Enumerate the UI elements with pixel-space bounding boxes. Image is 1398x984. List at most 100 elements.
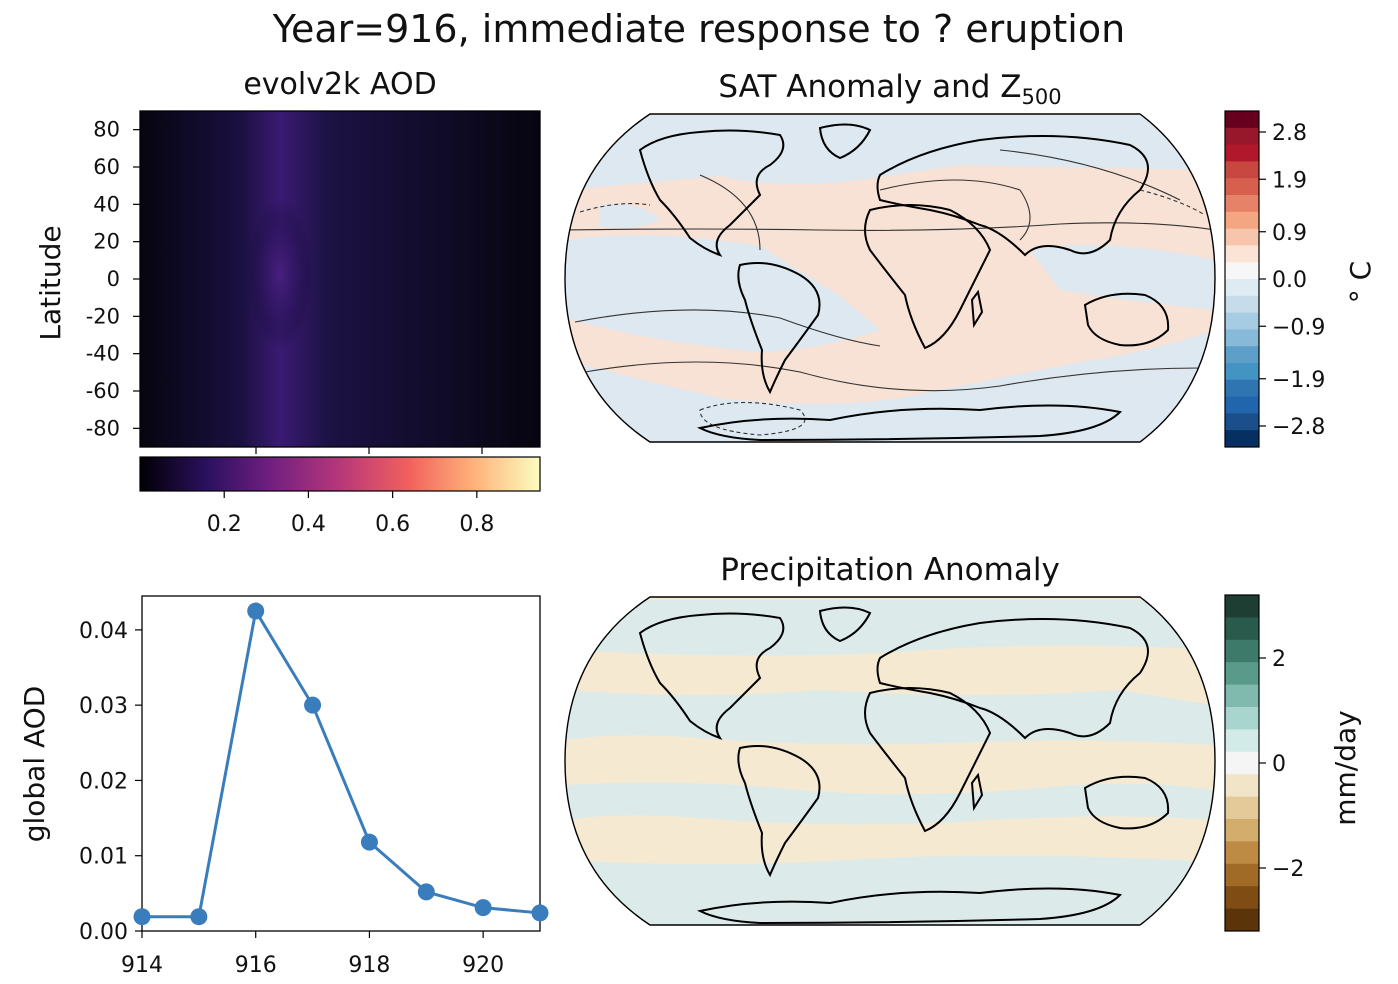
precip-cbar-swatch [1225, 662, 1259, 686]
coastline [1083, 292, 1170, 347]
sat-cbar-swatch [1225, 228, 1259, 246]
sat-cbar-swatch [1225, 178, 1259, 196]
sat-cbar-swatch [1225, 195, 1259, 213]
precip-cbar-swatch [1225, 751, 1259, 775]
aod-ytick-label: 20 [93, 230, 120, 254]
aod-series-frame [141, 595, 541, 932]
sat-cbar-swatch [1225, 430, 1259, 448]
series-ytick-label: 0.03 [79, 694, 128, 719]
sat-cbar-swatch [1225, 363, 1259, 381]
sat-cbar-swatch [1225, 211, 1259, 230]
coastline [1083, 775, 1170, 830]
precip-cbar-tick-label: 0 [1272, 752, 1286, 777]
aod-plume-core [248, 199, 312, 349]
aod-series-line [142, 606, 541, 919]
aod-ytick-label: 60 [93, 155, 120, 179]
sat-cbar-swatch [1225, 245, 1259, 263]
series-xtick-label: 916 [235, 953, 277, 978]
precip-cbar-tick-label: 2 [1272, 647, 1286, 672]
aod-cbar-tick-label: 0.4 [291, 512, 326, 537]
sat-cbar-swatch [1225, 295, 1259, 314]
sat-cbar-tick-label: 2.8 [1272, 121, 1307, 146]
aod-heatmap-yticks: 80 60 40 20 0 -20 -40 -60 -80 [86, 118, 140, 440]
sat-cbar-swatch [1225, 161, 1259, 179]
aod-cbar-tick-label: 0.2 [207, 512, 242, 537]
coastline [970, 289, 984, 329]
aod-heatmap-title: evolv2k AOD [243, 67, 436, 102]
sat-cbar-swatch [1225, 413, 1259, 431]
aod-heatmap-ylabel: Latitude [34, 225, 67, 340]
aod-series-point [190, 908, 208, 926]
sat-cbar-swatch [1225, 111, 1259, 129]
precip-cbar-swatch [1225, 863, 1259, 887]
precip-cbar-swatch [1225, 908, 1259, 932]
sat-cbar-tick-label: 0.0 [1272, 268, 1307, 293]
aod-series-point [304, 696, 322, 714]
aod-ytick-label: 0 [107, 267, 120, 291]
precip-cbar-swatch [1225, 595, 1259, 618]
sat-map-title: SAT Anomaly and Z500 [718, 69, 1061, 109]
series-ytick-label: 0.02 [79, 769, 128, 794]
precip-colorbar-label: mm/day [1329, 710, 1362, 826]
precip-cbar-tick-label: −2 [1272, 857, 1304, 882]
aod-ytick-label: -60 [86, 379, 120, 403]
coastline [737, 745, 821, 878]
aod-ytick-label: 40 [93, 192, 120, 216]
coastline [697, 887, 1123, 925]
precip-colorbar-ticks: 2 0 −2 [1259, 647, 1304, 882]
aod-ytick-label: -20 [86, 304, 120, 328]
precip-map-border [564, 596, 1216, 926]
coastline [697, 404, 1123, 442]
aod-series-ylabel: global AOD [18, 686, 51, 843]
precip-cbar-swatch [1225, 707, 1259, 730]
aod-heatmap-panel: evolv2k AOD Latitude 80 60 40 20 0 -20 -40 -60 -… [34, 67, 541, 537]
precip-cbar-swatch [1225, 617, 1259, 641]
precip-map-title: Precipitation Anomaly [720, 552, 1060, 588]
aod-ytick-label: 80 [93, 118, 120, 142]
coastline [864, 204, 992, 350]
precip-cbar-swatch [1225, 684, 1259, 708]
coastline [818, 606, 872, 643]
sat-cbar-swatch [1225, 312, 1259, 330]
series-xtick-label: 920 [462, 953, 504, 978]
coastline [876, 618, 1149, 740]
sat-colorbar-ticks: 2.8 1.9 0.9 0.0 −0.9 −1.9 −2.8 [1259, 121, 1325, 440]
precip-cbar-swatch [1225, 886, 1259, 910]
series-ytick-label: 0.01 [79, 845, 128, 870]
sat-cbar-swatch [1225, 379, 1259, 398]
aod-cbar-tick-label: 0.6 [375, 512, 410, 537]
sat-map-title-sub: 500 [1022, 85, 1062, 109]
sat-cbar-tick-label: 1.9 [1272, 168, 1307, 193]
aod-series-point [247, 602, 265, 620]
aod-heatmap-background [140, 111, 540, 447]
sat-cbar-tick-label: −0.9 [1272, 315, 1325, 340]
coastline [864, 687, 992, 833]
precip-cbar-swatch [1225, 841, 1259, 865]
aod-series-point [474, 899, 492, 917]
precip-colorbar [1225, 595, 1259, 932]
sat-cbar-tick-label: −2.8 [1272, 415, 1325, 440]
coastline [818, 123, 872, 160]
aod-series-panel: global AOD 0.00 0.01 0.02 0.03 0.04 914 916 918… [18, 595, 549, 978]
sat-cbar-swatch [1225, 279, 1259, 297]
series-ytick-label: 0.00 [79, 920, 128, 945]
aod-ytick-label: -40 [86, 342, 120, 366]
sat-cbar-swatch [1225, 396, 1259, 414]
aod-heatmap-xticks [255, 447, 483, 454]
series-xtick-label: 918 [348, 953, 390, 978]
series-ytick-label: 0.04 [79, 619, 128, 644]
coastline [638, 612, 785, 740]
figure-title: Year=916, immediate response to ? erupti… [272, 7, 1125, 51]
sat-colorbar-label: ° C [1344, 261, 1377, 303]
coastline [876, 135, 1149, 257]
precip-map-field [565, 597, 1215, 925]
sat-cbar-tick-label: 0.9 [1272, 221, 1307, 246]
aod-cbar-tick-label: 0.8 [459, 512, 494, 537]
aod-series-point [531, 904, 549, 922]
sat-cbar-swatch [1225, 329, 1259, 347]
aod-series-ticks: 0.00 0.01 0.02 0.03 0.04 914 916 918 920 [79, 619, 504, 978]
precip-cbar-swatch [1225, 774, 1259, 798]
aod-colorbar [139, 456, 541, 492]
precip-cbar-swatch [1225, 729, 1259, 753]
